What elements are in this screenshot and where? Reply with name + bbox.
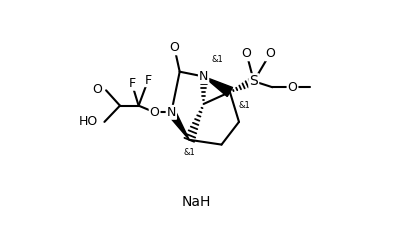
Text: O: O <box>169 41 179 54</box>
Text: O: O <box>242 47 252 60</box>
Text: S: S <box>249 74 258 88</box>
Text: O: O <box>288 81 297 94</box>
Text: F: F <box>129 77 136 90</box>
Text: N: N <box>199 70 208 83</box>
Polygon shape <box>168 110 189 140</box>
Text: O: O <box>150 106 159 119</box>
Text: NaH: NaH <box>182 195 211 209</box>
Text: N: N <box>167 106 176 119</box>
Text: O: O <box>265 47 275 60</box>
Text: HO: HO <box>78 115 98 128</box>
Text: &1: &1 <box>211 55 223 64</box>
Text: &1: &1 <box>238 101 250 110</box>
Text: O: O <box>93 83 103 96</box>
Polygon shape <box>204 76 233 97</box>
Text: &1: &1 <box>183 148 195 158</box>
Text: F: F <box>145 74 152 87</box>
